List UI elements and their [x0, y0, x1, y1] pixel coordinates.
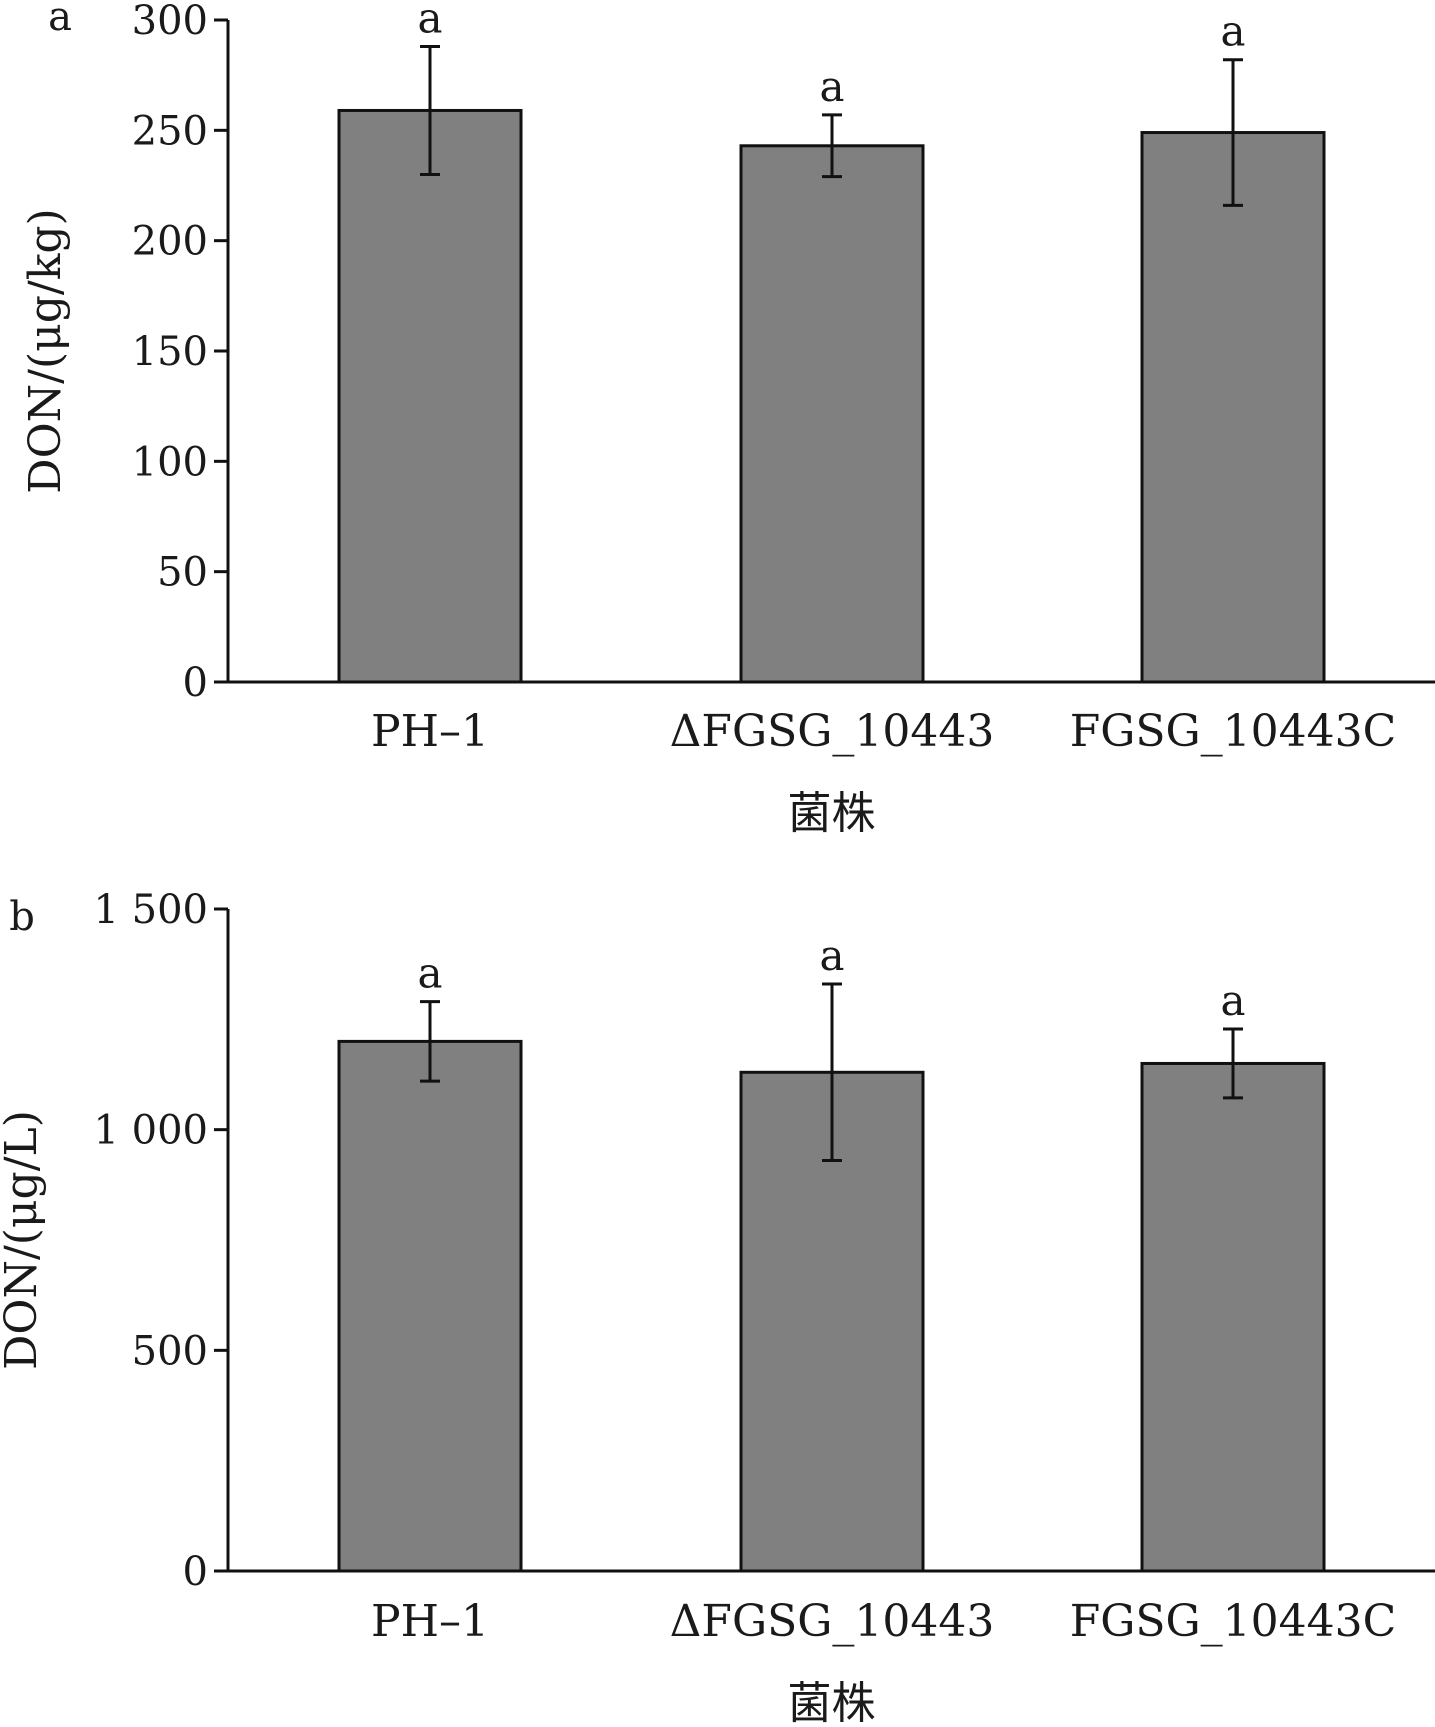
- bar: [337, 108, 523, 684]
- y-tick-label: 50: [157, 550, 208, 596]
- bar: [1140, 1061, 1326, 1573]
- y-tick-label: 0: [183, 660, 208, 706]
- bar: [1140, 131, 1326, 684]
- significance-label: a: [417, 949, 442, 998]
- y-tick-label: 1 000: [93, 1108, 208, 1154]
- category-tick-label: FGSG_10443C: [1070, 1596, 1397, 1647]
- significance-label: a: [417, 0, 442, 42]
- y-tick-label: 500: [132, 1328, 208, 1374]
- bar: [739, 144, 925, 684]
- category-tick-label: ΔFGSG_10443: [670, 706, 995, 757]
- chart-panel-a: a PH–1 a ΔFGSG_10443 a FGSG_10443C 0 50 100 150 20…: [20, 0, 1435, 839]
- y-tick-label: 100: [132, 439, 208, 485]
- panel-label: b: [9, 894, 35, 940]
- bar: [739, 1070, 925, 1573]
- bar: [337, 1039, 523, 1573]
- y-tick-label: 1 500: [93, 887, 208, 933]
- y-axis-title: DON/(μg/L): [0, 1110, 47, 1370]
- category-tick-label: FGSG_10443C: [1070, 706, 1397, 757]
- category-tick-label: ΔFGSG_10443: [670, 1596, 995, 1647]
- y-tick-label: 300: [132, 0, 208, 44]
- significance-label: a: [819, 931, 844, 980]
- significance-label: a: [1220, 7, 1245, 56]
- y-tick-label: 150: [132, 329, 208, 375]
- category-tick-label: PH–1: [371, 1596, 489, 1647]
- x-axis-title: 菌株: [788, 1678, 876, 1727]
- category-tick-label: PH–1: [371, 706, 489, 757]
- y-tick-label: 200: [132, 219, 208, 265]
- y-tick-label: 0: [183, 1549, 208, 1595]
- x-axis-title: 菌株: [788, 788, 876, 839]
- significance-label: a: [819, 62, 844, 111]
- significance-label: a: [1220, 976, 1245, 1025]
- panel-label: a: [48, 0, 72, 40]
- y-tick-label: 250: [132, 108, 208, 154]
- y-axis-title: DON/(μg/kg): [20, 208, 71, 493]
- chart-panel-b: a PH–1 a ΔFGSG_10443 a FGSG_10443C 0 500 1 000 1 …: [0, 887, 1435, 1727]
